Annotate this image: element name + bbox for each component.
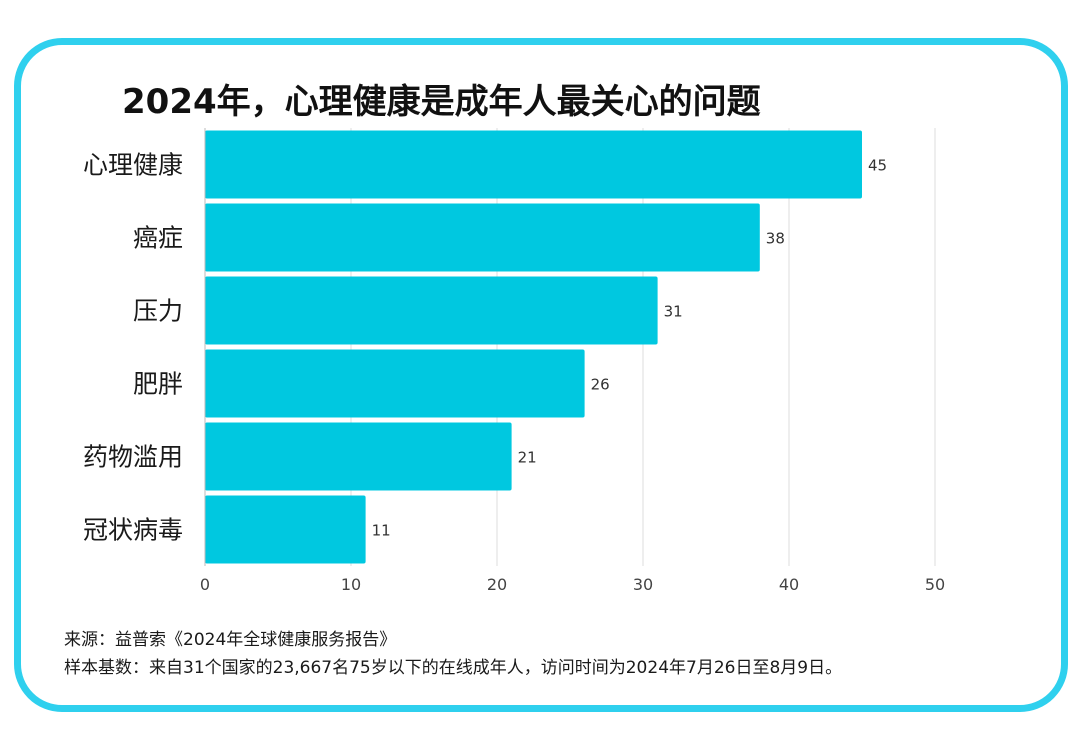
x-tick-label-40: 40 <box>779 575 799 594</box>
sample-note: 样本基数：来自31个国家的23,667名75岁以下的在线成年人，访问时间为202… <box>64 658 843 678</box>
chart-title: 2024年，心理健康是成年人最关心的问题 <box>122 82 761 122</box>
category-label-4: 药物滥用 <box>83 443 183 472</box>
value-label-5: 11 <box>372 522 391 540</box>
category-label-3: 肥胖 <box>133 370 183 399</box>
value-label-1: 38 <box>766 230 785 248</box>
source-note: 来源：益普索《2024年全球健康服务报告》 <box>64 630 397 650</box>
value-label-0: 45 <box>868 157 887 175</box>
value-label-4: 21 <box>518 449 537 467</box>
x-tick-label-30: 30 <box>633 575 653 594</box>
category-label-2: 压力 <box>133 297 183 326</box>
value-label-2: 31 <box>664 303 683 321</box>
bar-1 <box>205 203 760 272</box>
x-tick-label-10: 10 <box>341 575 361 594</box>
bar-2 <box>205 276 658 345</box>
x-tick-label-20: 20 <box>487 575 507 594</box>
category-label-5: 冠状病毒 <box>83 516 183 545</box>
category-label-0: 心理健康 <box>83 151 183 180</box>
x-tick-label-0: 0 <box>200 575 210 594</box>
bar-5 <box>205 495 366 564</box>
category-label-1: 癌症 <box>133 224 183 253</box>
bar-4 <box>205 422 512 491</box>
bar-0 <box>205 130 862 199</box>
bar-3 <box>205 349 585 418</box>
value-label-3: 26 <box>591 376 610 394</box>
x-tick-label-50: 50 <box>925 575 945 594</box>
